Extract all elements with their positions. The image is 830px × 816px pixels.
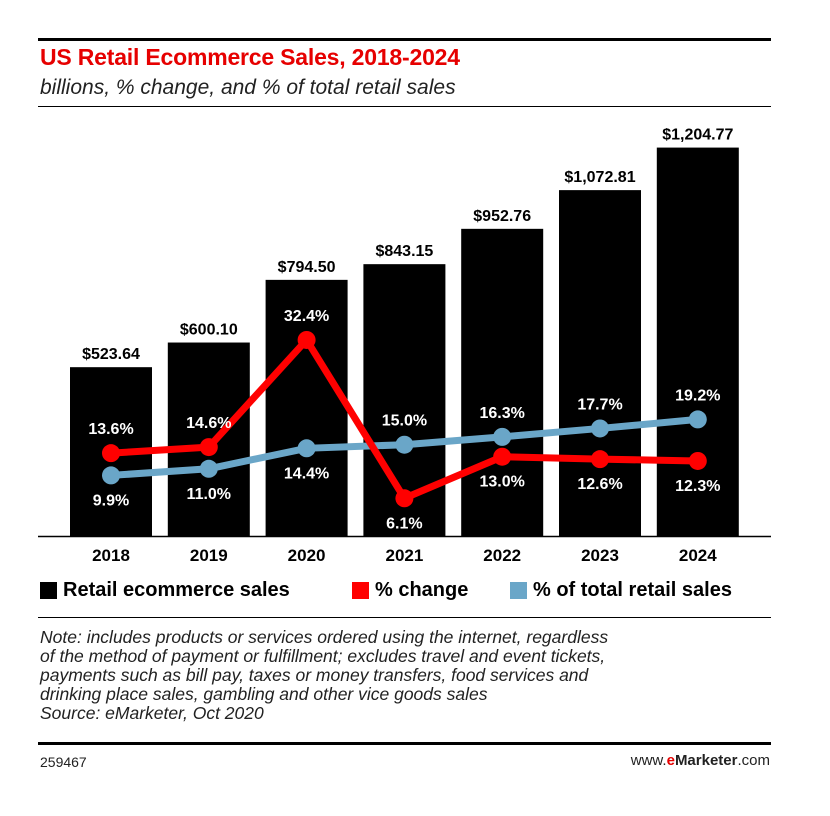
note-line: Note: includes products or services orde… (40, 627, 609, 647)
chart-title: US Retail Ecommerce Sales, 2018-2024 (40, 44, 460, 70)
share-data-label: 16.3% (480, 405, 525, 422)
share-data-label: 15.0% (382, 413, 427, 430)
bar-value-label: $843.15 (375, 243, 433, 260)
source-line: Source: eMarketer, Oct 2020 (40, 703, 264, 723)
brand-accent: e (666, 752, 675, 769)
change-data-label: 13.6% (88, 421, 133, 438)
chart-subtitle: billions, % change, and % of total retai… (40, 76, 456, 99)
legend-swatch-sales (40, 582, 57, 599)
bar (559, 190, 641, 537)
note-line: of the method of payment or fulfillment;… (40, 646, 606, 666)
x-tick-label: 2023 (581, 546, 619, 565)
title-rule (38, 106, 771, 107)
legend-item-sales: Retail ecommerce sales (40, 579, 290, 602)
legend-swatch-change (352, 582, 369, 599)
share-point (199, 459, 218, 478)
bar-value-label: $600.10 (180, 322, 238, 339)
share-point (297, 439, 316, 458)
share-data-label: 9.9% (93, 492, 129, 509)
share-data-label: 11.0% (187, 486, 231, 503)
legend-swatch-share (510, 582, 527, 599)
bar-value-label: $1,204.77 (662, 127, 733, 144)
legend: Retail ecommerce sales % change % of tot… (40, 579, 780, 605)
change-data-label: 13.0% (480, 474, 525, 491)
legend-label-sales: Retail ecommerce sales (63, 579, 290, 601)
change-point (591, 450, 609, 469)
change-data-label: 14.6% (186, 415, 231, 432)
chart-id: 259467 (40, 754, 87, 770)
change-point (102, 444, 120, 463)
bar (265, 279, 348, 536)
share-data-label: 14.4% (284, 465, 329, 482)
share-data-label: 19.2% (675, 387, 720, 404)
change-data-label: 12.6% (577, 476, 622, 493)
change-point (395, 489, 414, 508)
bar-value-label: $952.76 (473, 208, 531, 225)
change-point (297, 330, 316, 349)
change-point (199, 438, 218, 457)
bar-value-label: $523.64 (82, 346, 140, 363)
legend-rule (38, 617, 771, 618)
note-block: Note: includes products or services orde… (40, 628, 775, 723)
x-tick-label: 2018 (92, 546, 130, 565)
top-rule (38, 38, 771, 41)
bar-value-label: $794.50 (278, 259, 336, 276)
share-data-label: 17.7% (577, 396, 622, 413)
note-line: drinking place sales, gambling and other… (40, 684, 488, 704)
x-tick-label: 2022 (483, 546, 521, 565)
brand-suffix: .com (737, 752, 770, 769)
brand-link[interactable]: www.eMarketer.com (631, 752, 770, 769)
bar (461, 228, 544, 536)
x-tick-label: 2024 (679, 546, 717, 565)
x-tick-label: 2020 (288, 546, 326, 565)
share-point (688, 410, 707, 429)
change-data-label: 32.4% (284, 308, 329, 325)
change-point (493, 447, 512, 466)
bar-value-label: $1,072.81 (564, 169, 635, 186)
share-point (591, 419, 609, 438)
bar (656, 147, 739, 536)
share-point (493, 427, 512, 446)
share-point (395, 435, 414, 454)
x-tick-label: 2019 (190, 546, 228, 565)
x-tick-label: 2021 (385, 546, 423, 565)
legend-label-share: % of total retail sales (533, 579, 732, 601)
note-line: payments such as bill pay, taxes or mone… (40, 665, 589, 685)
change-data-label: 6.1% (386, 515, 422, 532)
brand-prefix: www. (630, 752, 667, 769)
share-point (102, 466, 120, 485)
brand-name: Marketer (674, 752, 738, 769)
change-point (688, 451, 707, 470)
legend-label-change: % change (375, 579, 469, 601)
change-data-label: 12.3% (675, 478, 720, 495)
bottom-rule (38, 742, 771, 745)
legend-item-change: % change (352, 579, 468, 602)
chart-area: $523.64 $600.10 $794.50 $843.15 $952.76 $1,07… (38, 127, 771, 565)
legend-item-share: % of total retail sales (510, 579, 732, 602)
